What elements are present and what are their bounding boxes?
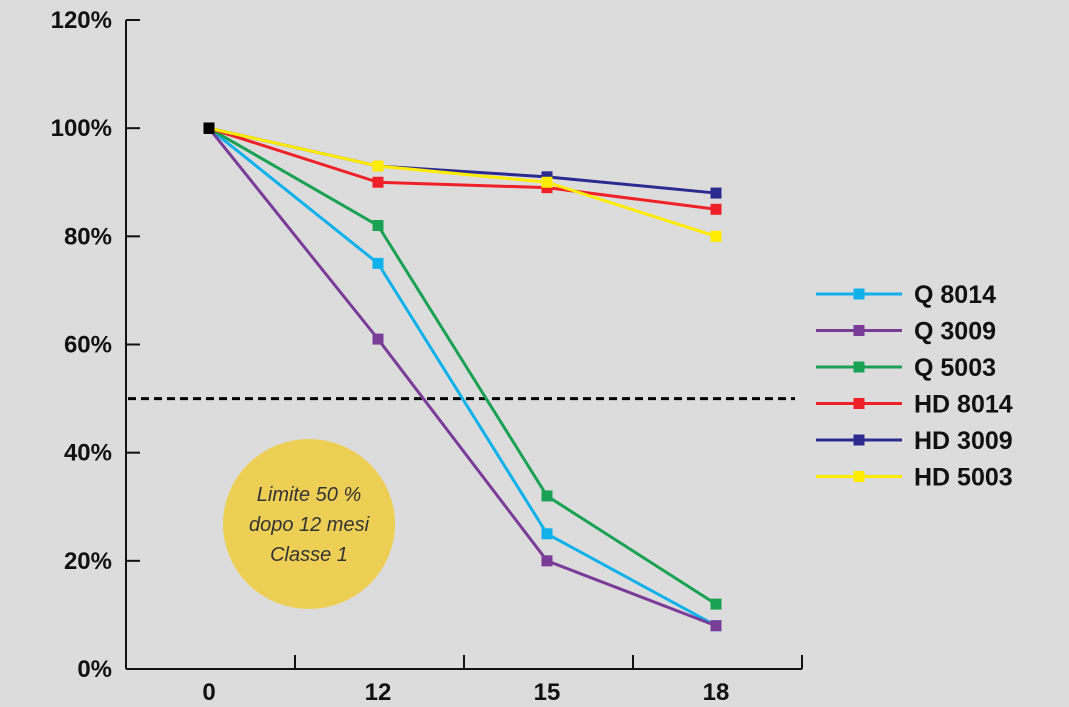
data-point — [710, 203, 722, 215]
y-tick-label: 40% — [64, 440, 112, 467]
data-point — [541, 555, 553, 567]
y-tick-label: 60% — [64, 332, 112, 359]
legend-marker — [853, 398, 865, 409]
annotation-text: dopo 12 mesi — [249, 514, 370, 536]
data-point — [710, 620, 722, 632]
x-tick-label: 15 — [534, 679, 561, 706]
data-point — [372, 333, 384, 345]
series-line — [208, 126, 717, 211]
legend-marker — [853, 361, 865, 373]
data-point — [372, 257, 384, 269]
legend-label: Q 5003 — [914, 354, 996, 382]
annotation-layer: Limite 50 % dopo 12 mesi Classe 1 — [223, 439, 395, 609]
legend-label: HD 3009 — [914, 427, 1013, 455]
series-line — [208, 126, 717, 195]
x-tick-label: 18 — [703, 679, 730, 706]
data-point — [710, 230, 722, 242]
series-line — [208, 126, 717, 606]
data-point — [372, 160, 384, 172]
data-point — [541, 176, 553, 188]
data-point — [372, 220, 384, 232]
y-tick-label: 100% — [51, 115, 112, 142]
y-tick-label: 20% — [64, 548, 112, 575]
series-layer — [203, 122, 722, 632]
legend-label: HD 8014 — [914, 391, 1013, 419]
data-point — [372, 176, 384, 188]
y-tick-label: 0% — [77, 656, 112, 683]
legend-marker — [853, 325, 865, 336]
data-point — [541, 490, 553, 502]
series-line — [208, 126, 717, 628]
y-tick-label: 120% — [51, 7, 112, 34]
x-tick-label: 12 — [365, 679, 392, 706]
legend: Q 8014 Q 3009 Q 5003 HD 8014 HD 3009 HD 5003 — [816, 281, 1013, 492]
annotation-circle — [223, 439, 395, 609]
legend-marker — [853, 288, 865, 300]
annotation-text: Classe 1 — [270, 544, 348, 566]
legend-label: Q 8014 — [914, 281, 996, 309]
axes-layer: 0% 20% 40% 60% 80% 100% 120% 0 12 15 18 — [51, 7, 803, 706]
legend-label: Q 3009 — [914, 318, 996, 346]
series-line — [208, 126, 717, 238]
data-point — [541, 528, 553, 540]
x-tick-label: 0 — [202, 679, 215, 706]
legend-marker — [853, 471, 865, 482]
y-tick-label: 80% — [64, 223, 112, 250]
annotation-text: Limite 50 % — [257, 484, 362, 506]
legend-marker — [853, 434, 865, 446]
series-line — [207, 127, 717, 628]
data-point — [203, 122, 215, 134]
data-point — [710, 187, 722, 199]
data-point — [710, 598, 722, 610]
legend-label: HD 5003 — [914, 464, 1013, 492]
